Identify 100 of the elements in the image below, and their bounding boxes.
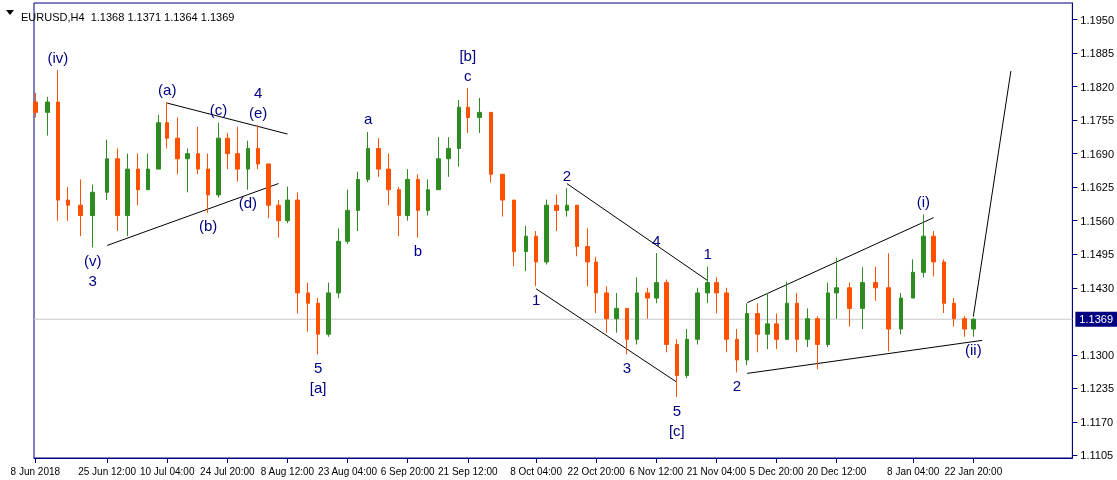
annotation: (a) bbox=[158, 80, 177, 98]
candlestick bbox=[705, 266, 710, 304]
candlestick bbox=[115, 147, 120, 232]
y-tick-label: 1.1300 bbox=[1080, 348, 1115, 361]
annotation: c bbox=[464, 66, 473, 84]
candlestick bbox=[544, 199, 549, 266]
x-tick-label: 21 Nov 04:00 bbox=[686, 465, 747, 477]
candlestick bbox=[971, 317, 976, 338]
candlestick bbox=[345, 189, 350, 245]
annotation: 1 bbox=[531, 290, 541, 308]
y-tick-label: 1.1495 bbox=[1080, 248, 1115, 261]
candlestick bbox=[165, 101, 169, 149]
annotation: 4 bbox=[253, 83, 263, 101]
candlestick bbox=[931, 230, 936, 277]
candlestick bbox=[256, 124, 260, 170]
candlestick bbox=[246, 140, 250, 191]
candlestick bbox=[554, 193, 559, 232]
x-tick-label: 22 Jan 20:00 bbox=[944, 465, 1003, 477]
candlestick bbox=[397, 186, 401, 237]
candlestick bbox=[565, 187, 569, 218]
candlestick bbox=[206, 153, 210, 214]
candlestick bbox=[466, 87, 470, 134]
x-tick-label: 5 Dec 20:00 bbox=[749, 465, 804, 477]
candlestick bbox=[575, 204, 579, 257]
candlestick bbox=[45, 96, 50, 137]
y-tick-label: 1.1235 bbox=[1080, 382, 1115, 395]
candlestick bbox=[625, 307, 629, 355]
candlestick bbox=[295, 191, 300, 315]
annotation: 3 bbox=[622, 358, 632, 376]
candlestick bbox=[477, 97, 482, 134]
candlestick bbox=[136, 153, 140, 206]
y-tick-label: 1.1820 bbox=[1080, 80, 1115, 93]
candlestick bbox=[285, 186, 290, 224]
y-tick-label: 1.1560 bbox=[1080, 214, 1115, 227]
candlestick bbox=[873, 266, 878, 302]
annotation: 5 bbox=[314, 358, 323, 376]
candlestick bbox=[962, 315, 967, 338]
candlestick bbox=[175, 117, 180, 175]
x-tick-label: 24 Jul 20:00 bbox=[200, 465, 255, 477]
candlestick bbox=[366, 131, 370, 183]
candlestick bbox=[604, 285, 609, 334]
annotation: [a] bbox=[309, 378, 327, 396]
candlestick bbox=[336, 227, 341, 299]
candlestick bbox=[225, 132, 230, 170]
annotation: (c) bbox=[209, 101, 228, 119]
candlestick bbox=[911, 258, 915, 299]
candlestick bbox=[376, 137, 381, 178]
y-tick-label: 1.1430 bbox=[1080, 281, 1115, 294]
candlestick bbox=[216, 122, 221, 198]
annotation: (ii) bbox=[964, 341, 982, 359]
candlestick bbox=[714, 276, 719, 315]
candlestick bbox=[416, 173, 420, 239]
candlestick bbox=[585, 227, 590, 287]
candlestick bbox=[457, 99, 461, 168]
y-tick-label: 1.1755 bbox=[1080, 114, 1115, 127]
x-tick-label: 8 Jun 2018 bbox=[10, 465, 61, 477]
x-tick-label: 20 Dec 12:00 bbox=[806, 465, 867, 477]
annotation: 2 bbox=[732, 376, 742, 394]
candlestick bbox=[745, 302, 749, 366]
candlestick bbox=[90, 184, 95, 249]
x-tick-label: 21 Sep 12:00 bbox=[438, 465, 498, 477]
y-tick-label: 1.1625 bbox=[1080, 181, 1115, 194]
candlestick bbox=[899, 292, 903, 335]
y-tick-label: 1.1170 bbox=[1080, 415, 1114, 428]
annotation: 3 bbox=[88, 272, 97, 290]
candlestick bbox=[675, 338, 679, 398]
candlestick bbox=[306, 282, 310, 333]
annotation: (i) bbox=[916, 193, 931, 211]
candlestick bbox=[196, 126, 200, 175]
annotation: (v) bbox=[84, 252, 102, 270]
candlestick bbox=[276, 199, 281, 239]
candlestick bbox=[316, 297, 320, 355]
annotation: 5 bbox=[672, 401, 681, 419]
candlestick bbox=[326, 282, 331, 338]
x-tick-label: 25 Jun 12:00 bbox=[78, 465, 137, 477]
candlestick bbox=[921, 214, 926, 278]
annotation: (iv) bbox=[47, 48, 69, 66]
candlestick bbox=[356, 171, 360, 232]
candlestick bbox=[266, 163, 271, 219]
annotation: 4 bbox=[652, 231, 661, 249]
candlestick bbox=[33, 92, 38, 119]
x-tick-label: 23 Aug 04:00 bbox=[318, 465, 378, 477]
candlestick bbox=[765, 292, 770, 350]
annotation: (d) bbox=[238, 194, 257, 212]
text: EURUSD,H4 1.1368 1.1371 1.1364 1.1369 bbox=[21, 10, 235, 23]
candlestick bbox=[594, 256, 598, 314]
y-tick-label: 1.1950 bbox=[1080, 13, 1115, 26]
candlestick bbox=[125, 153, 130, 237]
annotation: b bbox=[413, 242, 423, 260]
candlestick bbox=[654, 252, 659, 304]
candlestick bbox=[436, 136, 441, 191]
candlestick bbox=[834, 257, 839, 320]
candlestick bbox=[56, 69, 60, 222]
candlestick bbox=[785, 281, 789, 340]
candlestick bbox=[952, 297, 956, 327]
candlestick bbox=[66, 186, 70, 222]
x-tick-label: 8 Jan 04:00 bbox=[887, 465, 940, 477]
candlestick bbox=[78, 178, 83, 237]
candlestick bbox=[500, 173, 505, 218]
x-tick-label: 8 Oct 04:00 bbox=[510, 465, 563, 477]
